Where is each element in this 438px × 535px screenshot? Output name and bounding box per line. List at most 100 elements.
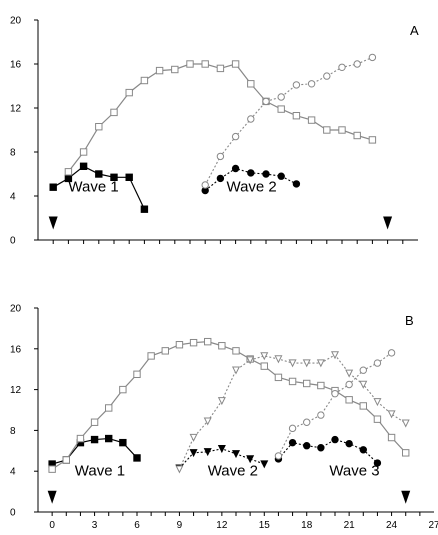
data-point — [201, 181, 209, 189]
data-point — [90, 418, 99, 426]
data-point — [231, 60, 240, 68]
wave-label: Wave 1 — [75, 462, 125, 479]
data-point — [133, 370, 141, 379]
data-point — [231, 450, 241, 459]
series-6 — [274, 349, 396, 460]
data-point — [292, 112, 301, 120]
data-point — [216, 174, 225, 183]
data-point — [260, 362, 268, 370]
data-point — [125, 173, 133, 182]
data-point — [303, 442, 311, 450]
data-point — [155, 66, 164, 75]
data-point — [288, 359, 297, 368]
series-4 — [175, 351, 410, 474]
data-point — [317, 411, 325, 419]
series-line — [204, 56, 373, 186]
data-point — [119, 385, 127, 394]
data-point — [373, 459, 382, 467]
data-point — [79, 148, 88, 156]
data-point — [359, 380, 368, 389]
data-point — [331, 435, 339, 444]
data-point — [79, 162, 88, 171]
data-point — [246, 455, 255, 464]
x-tick-label: 9 — [177, 520, 183, 530]
series-3 — [175, 445, 269, 473]
data-point — [402, 449, 410, 457]
data-point — [307, 80, 316, 88]
x-tick-label: 6 — [134, 520, 140, 530]
wave-label: Wave 2 — [208, 462, 258, 479]
data-point — [247, 169, 255, 177]
arrow-marker — [401, 490, 411, 504]
data-point — [317, 444, 325, 452]
data-point — [189, 433, 198, 442]
data-point — [359, 366, 367, 374]
data-point — [95, 170, 103, 178]
data-point — [246, 356, 255, 365]
x-tick-label: 21 — [344, 520, 356, 530]
data-point — [345, 380, 353, 389]
data-point — [368, 136, 377, 144]
panel-label: A — [410, 23, 419, 38]
y-tick-label: 12 — [10, 104, 22, 115]
data-point — [288, 424, 297, 433]
y-tick-label: 8 — [10, 148, 16, 159]
data-point — [171, 65, 179, 74]
data-point — [359, 446, 367, 454]
data-point — [203, 448, 212, 457]
series-2 — [64, 60, 377, 176]
data-point — [95, 123, 103, 131]
chart-panel-b: 0 4 8 12 16 20 0 3 6 9 12 15 18 21 24 27 B Wave 1 Wave 2 Wa… — [10, 304, 438, 532]
data-point — [353, 131, 361, 140]
y-tick-label: 4 — [10, 192, 16, 203]
data-point — [175, 465, 184, 474]
panel-label: B — [405, 313, 414, 328]
data-point — [331, 389, 339, 398]
data-point — [186, 60, 194, 68]
data-point — [262, 97, 270, 106]
data-point — [359, 402, 367, 410]
data-point — [217, 397, 226, 406]
arrow-marker — [383, 216, 393, 230]
data-point — [218, 342, 226, 350]
data-point — [302, 359, 311, 368]
data-point — [277, 105, 285, 113]
data-point — [373, 359, 382, 367]
data-point — [292, 81, 301, 89]
data-point — [303, 418, 311, 426]
data-point — [48, 465, 56, 473]
data-point — [175, 341, 184, 349]
series-1 — [49, 162, 149, 213]
data-point — [231, 132, 240, 141]
y-tick-label: 16 — [10, 60, 22, 71]
data-point — [345, 369, 354, 378]
data-point — [64, 168, 73, 176]
data-point — [247, 80, 255, 88]
data-point — [316, 359, 325, 368]
x-tick-label: 12 — [216, 520, 228, 530]
data-point — [105, 434, 113, 443]
data-point — [216, 64, 225, 73]
arrow-marker — [48, 216, 58, 230]
data-point — [110, 108, 118, 117]
wave-label: Wave 2 — [226, 179, 276, 196]
data-point — [317, 381, 325, 390]
data-point — [303, 379, 311, 388]
data-point — [110, 173, 118, 182]
data-point — [203, 417, 212, 426]
data-point — [274, 452, 283, 460]
wave-label: Wave 1 — [68, 179, 118, 196]
y-tick-label: 20 — [10, 16, 22, 27]
data-point — [119, 438, 127, 447]
data-point — [231, 366, 241, 375]
data-point — [189, 338, 198, 347]
data-point — [201, 60, 209, 68]
data-point — [368, 53, 377, 62]
data-point — [345, 396, 353, 404]
data-point — [387, 433, 396, 442]
data-point — [140, 76, 149, 85]
data-point — [373, 415, 382, 423]
series-4 — [201, 53, 377, 189]
data-point — [133, 454, 141, 462]
